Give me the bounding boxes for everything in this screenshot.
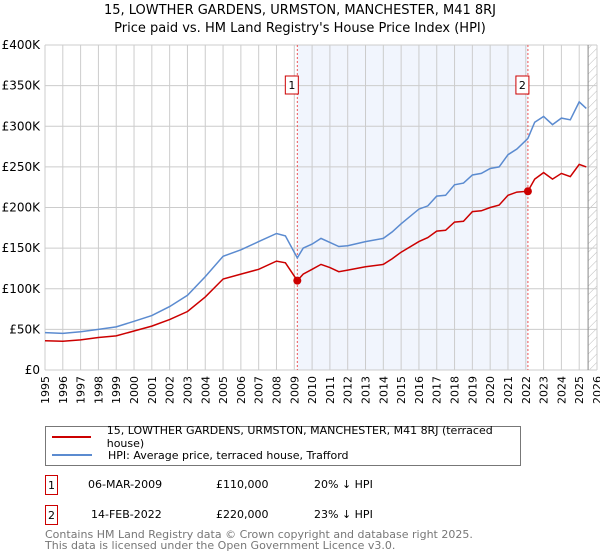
x-tick-label: 2013	[360, 376, 373, 404]
y-tick-label: £150K	[2, 241, 42, 255]
sale-badge: 1	[45, 475, 58, 495]
x-tick-label: 1995	[39, 376, 52, 404]
x-tick-label: 2017	[431, 376, 444, 404]
x-tick-label: 2005	[217, 376, 230, 404]
x-tick-label: 2022	[520, 376, 533, 404]
x-tick-label: 2000	[128, 376, 141, 404]
x-tick-label: 2014	[377, 376, 390, 404]
chart-title: 15, LOWTHER GARDENS, URMSTON, MANCHESTER…	[103, 3, 497, 18]
x-tick-label: 2002	[164, 376, 177, 404]
sale-label-box	[515, 75, 530, 95]
sale-label-box	[284, 75, 299, 95]
x-tick-label: 2019	[466, 376, 479, 404]
x-tick-label: 2007	[253, 376, 266, 404]
sale-price: £110,000	[216, 478, 269, 491]
x-tick-label: 2025	[573, 376, 586, 404]
price-paid-line	[44, 163, 587, 342]
y-tick-label: £400K	[2, 38, 42, 52]
x-tick-label: 2010	[306, 376, 319, 404]
sale-hpi-diff: 20% ↓ HPI	[314, 478, 373, 491]
sale-price: £220,000	[216, 508, 269, 521]
sale-label: 1	[288, 79, 295, 92]
x-tick-label: 2024	[555, 376, 568, 404]
x-tick-label: 2011	[324, 376, 337, 404]
y-tick-label: £0	[25, 363, 40, 377]
x-tick-label: 1996	[57, 376, 70, 404]
legend: 15, LOWTHER GARDENS, URMSTON, MANCHESTER…	[45, 424, 521, 466]
x-tick-label: 2021	[502, 376, 515, 404]
legend-swatch-red	[52, 436, 91, 438]
footer-copyright: Contains HM Land Registry data © Crown c…	[45, 528, 473, 541]
sale-hpi-diff: 23% ↓ HPI	[314, 508, 373, 521]
y-tick-label: £350K	[2, 79, 42, 93]
y-tick-label: £100K	[2, 282, 42, 296]
x-tick-label: 1999	[110, 376, 123, 404]
sale-badge: 2	[45, 505, 58, 525]
legend-item-hpi: HPI: Average price, terraced house, Traf…	[46, 446, 349, 464]
y-tick-label: £50K	[9, 322, 41, 336]
x-tick-label: 2003	[181, 376, 194, 404]
x-tick-label: 2008	[270, 376, 283, 404]
x-tick-label: 2023	[538, 376, 551, 404]
plot-area: 1995 1996 1997 1998 1999 2000 2001 2002 2003 2004…	[2, 38, 600, 404]
y-tick-label: £300K	[2, 119, 42, 133]
sale-label: 2	[519, 79, 526, 92]
y-tick-label: £200K	[2, 201, 42, 215]
x-tick-label: 2020	[484, 376, 497, 404]
legend-item-property: 15, LOWTHER GARDENS, URMSTON, MANCHESTER…	[46, 424, 520, 450]
x-tick-label: 2016	[413, 376, 426, 404]
y-tick-label: £250K	[2, 160, 42, 174]
x-tick-label: 2009	[288, 376, 301, 404]
legend-label: HPI: Average price, terraced house, Traf…	[108, 448, 349, 462]
legend-label: 15, LOWTHER GARDENS, URMSTON, MANCHESTER…	[106, 424, 493, 450]
sale-point	[523, 187, 532, 196]
footer: Contains HM Land Registry data © Crown c…	[45, 529, 473, 551]
legend-swatch-blue	[52, 454, 92, 456]
sale-point	[293, 276, 302, 285]
sale-date: 14-FEB-2022	[91, 508, 162, 521]
footer-licence: This data is licensed under the Open Gov…	[45, 539, 396, 552]
x-tick-label: 2006	[235, 376, 248, 404]
x-tick-label: 1997	[75, 376, 88, 404]
x-tick-label: 2015	[395, 376, 408, 404]
hpi-line	[44, 100, 587, 335]
x-tick-label: 2012	[342, 376, 355, 404]
chart-subtitle: Price paid vs. HM Land Registry's House …	[114, 21, 486, 36]
x-tick-label: 1998	[92, 376, 105, 404]
sale-date: 06-MAR-2009	[88, 478, 163, 491]
x-tick-label: 2026	[591, 376, 600, 404]
x-tick-label: 2018	[449, 376, 462, 404]
x-tick-label: 2004	[199, 376, 212, 404]
x-tick-label: 2001	[146, 376, 159, 404]
